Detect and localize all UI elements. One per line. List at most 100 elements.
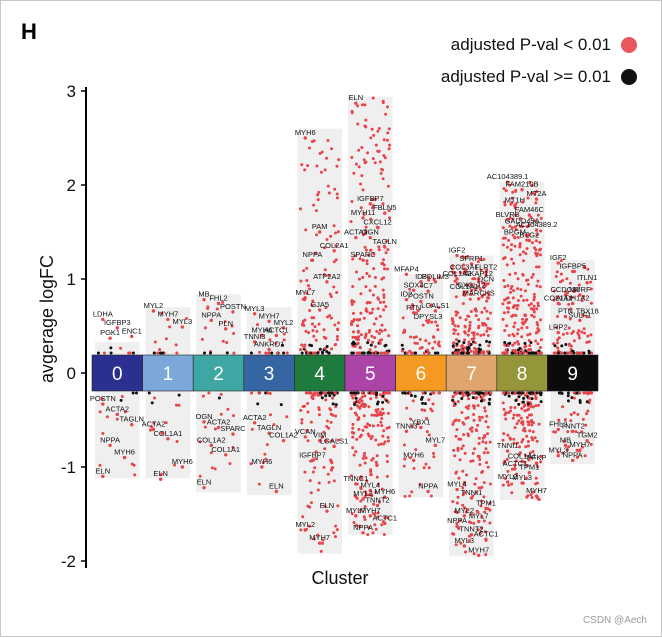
point-labeled <box>411 458 416 463</box>
point <box>300 421 304 425</box>
point <box>380 262 384 266</box>
point-labeled <box>260 333 264 338</box>
point <box>509 248 513 252</box>
gene-label: COL2A1 <box>320 241 349 250</box>
point <box>528 344 532 348</box>
point <box>249 351 253 355</box>
point <box>528 180 532 184</box>
point <box>325 344 329 348</box>
point <box>316 193 320 197</box>
point <box>507 394 511 398</box>
point <box>349 220 353 224</box>
point <box>472 391 476 395</box>
gene-label: MB <box>198 290 209 299</box>
point <box>374 527 378 531</box>
point <box>257 391 261 395</box>
point <box>561 451 565 455</box>
point <box>408 494 412 498</box>
point <box>531 391 535 395</box>
point <box>313 466 317 470</box>
point <box>301 405 305 409</box>
point <box>371 531 375 535</box>
point-labeled <box>224 453 228 457</box>
point <box>377 332 381 336</box>
point <box>512 437 516 441</box>
point <box>173 463 177 467</box>
point <box>350 155 354 159</box>
point <box>589 391 593 395</box>
point <box>483 435 487 439</box>
point <box>521 200 525 204</box>
gene-label: ELN <box>349 93 364 102</box>
point <box>558 280 562 284</box>
point <box>578 400 582 404</box>
point <box>356 122 360 126</box>
point <box>429 494 433 498</box>
point <box>405 406 409 410</box>
point-labeled <box>231 432 235 436</box>
point <box>351 396 355 400</box>
point <box>526 282 530 286</box>
point <box>475 509 479 513</box>
point <box>536 213 540 217</box>
point <box>585 340 589 344</box>
gene-label: CXCL12 <box>457 280 485 289</box>
point <box>420 408 424 412</box>
point <box>363 461 367 465</box>
point <box>538 391 542 395</box>
point <box>467 397 471 401</box>
point-labeled <box>361 216 365 220</box>
point <box>372 512 376 516</box>
point <box>534 201 538 205</box>
point <box>485 414 489 418</box>
point <box>380 329 384 333</box>
cluster-box-7 <box>445 354 498 392</box>
gene-label: ACTA2 <box>243 413 267 422</box>
point <box>360 146 364 150</box>
point <box>503 413 507 417</box>
point <box>305 278 309 282</box>
point <box>231 445 235 449</box>
point <box>381 99 385 103</box>
point <box>202 351 206 355</box>
point <box>334 414 338 418</box>
point <box>535 284 539 288</box>
point <box>309 351 313 355</box>
point-labeled <box>534 197 539 201</box>
point <box>335 528 339 532</box>
point <box>336 438 340 442</box>
point <box>330 439 334 443</box>
point <box>566 391 570 395</box>
point <box>366 341 370 345</box>
point <box>505 457 509 461</box>
point <box>534 248 538 252</box>
point-labeled <box>383 521 387 526</box>
point <box>487 401 491 405</box>
point <box>567 326 571 330</box>
point <box>456 446 460 450</box>
point <box>482 286 486 290</box>
point <box>477 391 481 395</box>
point <box>466 508 470 512</box>
point <box>452 404 456 408</box>
point <box>466 346 470 350</box>
point <box>327 391 331 395</box>
point <box>463 338 467 342</box>
point-labeled <box>534 461 539 465</box>
point <box>503 329 507 333</box>
point <box>357 427 361 431</box>
point-labeled <box>411 311 416 315</box>
point <box>350 200 354 204</box>
point <box>381 177 385 181</box>
point <box>369 470 373 474</box>
point <box>463 346 467 350</box>
point-labeled <box>578 448 582 452</box>
point <box>566 351 570 355</box>
point <box>513 463 517 467</box>
point <box>221 300 225 304</box>
point <box>325 350 329 354</box>
point <box>311 328 315 332</box>
point <box>371 157 375 161</box>
point <box>485 339 489 343</box>
point <box>457 351 461 355</box>
